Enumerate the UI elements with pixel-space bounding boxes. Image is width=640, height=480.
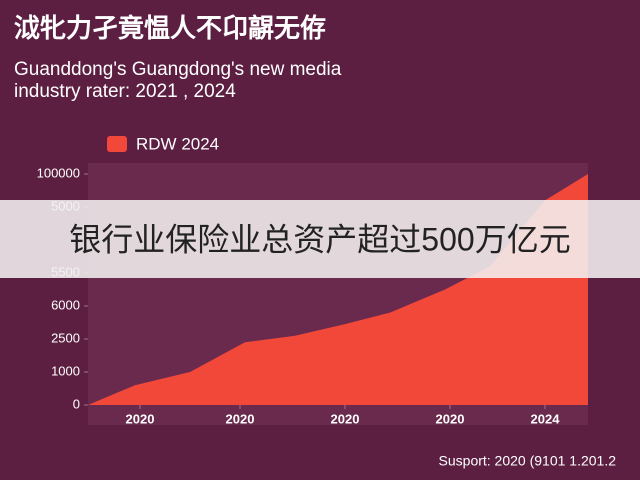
y-tick-label: 1000	[51, 363, 80, 378]
y-tick-label: 6000	[51, 297, 80, 312]
y-tick-label: 100000	[37, 165, 80, 180]
x-tick-label: 2024	[531, 411, 561, 426]
x-tick-label: 2020	[331, 411, 360, 426]
caption-banner	[0, 200, 640, 278]
chart-title: 泧牝力孑竟愠人不卬髜无侟	[14, 13, 326, 43]
x-tick-label: 2020	[226, 411, 255, 426]
chart-subtitle: Guanddong's Guangdong's new media	[14, 59, 342, 80]
source-note: Susport: 2020 (9101 1.201.2	[439, 453, 617, 469]
y-tick-label: 2500	[51, 330, 80, 345]
area	[88, 174, 588, 405]
x-tick-label: 2020	[126, 411, 155, 426]
caption-text: 银行业保险业总资产超过500万亿元	[69, 221, 570, 257]
legend-swatch	[107, 136, 127, 152]
y-tick-label: 0	[73, 396, 80, 411]
chart-subtitle: industry rater: 2021 , 2024	[14, 81, 236, 102]
legend-label: RDW 2024	[136, 134, 219, 153]
x-tick-label: 2020	[436, 411, 465, 426]
